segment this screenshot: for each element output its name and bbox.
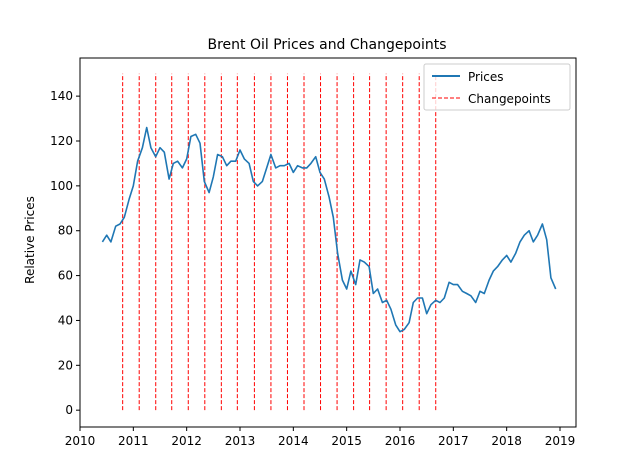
legend-prices-label: Prices [468, 70, 504, 84]
legend-changepoints-label: Changepoints [468, 92, 551, 106]
plot-frame [79, 57, 577, 428]
x-tick-label: 2014 [278, 434, 309, 448]
legend-box [423, 63, 571, 111]
x-tick-label: 2016 [385, 434, 416, 448]
y-axis-ticks: 0 20 40 60 80 100 120 140 [50, 89, 80, 417]
y-tick-label: 80 [58, 224, 73, 238]
y-tick-label: 120 [50, 134, 73, 148]
x-tick-label: 2019 [545, 434, 576, 448]
y-tick-label: 100 [50, 179, 73, 193]
x-tick-label: 2012 [171, 434, 202, 448]
y-tick-label: 0 [65, 403, 73, 417]
y-tick-label: 20 [58, 358, 73, 372]
series-line-prices [101, 126, 557, 333]
x-tick-label: 2011 [118, 434, 149, 448]
x-tick-label: 2018 [491, 434, 522, 448]
x-tick-label: 2017 [438, 434, 469, 448]
chart-title: Brent Oil Prices and Changepoints [207, 37, 446, 53]
y-tick-label: 140 [50, 89, 73, 103]
x-tick-label: 2015 [331, 434, 362, 448]
price-series [101, 126, 557, 333]
x-axis-ticks: 2010 2011 2012 2013 2014 2015 2016 2017 2018 2019 [65, 427, 576, 448]
y-tick-label: 40 [58, 313, 73, 327]
x-tick-label: 2010 [65, 434, 96, 448]
x-tick-label: 2013 [225, 434, 256, 448]
changepoint-lines [122, 73, 437, 411]
legend: Prices Changepoints [423, 63, 571, 111]
y-tick-label: 60 [58, 269, 73, 283]
y-axis-label: Relative Prices [23, 196, 37, 284]
